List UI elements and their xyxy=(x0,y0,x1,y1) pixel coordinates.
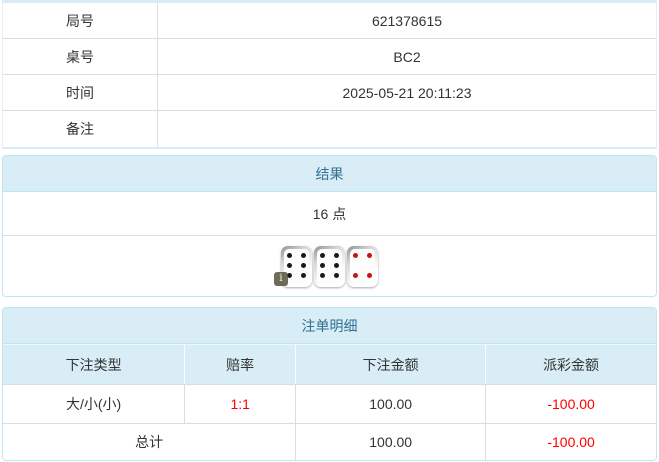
table-id-label: 桌号 xyxy=(3,39,158,74)
bet-table-header-row: 下注类型 赔率 下注金额 派彩金额 xyxy=(3,344,656,385)
info-icon[interactable]: i xyxy=(274,271,288,286)
result-panel-heading: 结果 xyxy=(3,156,656,192)
odds-value: 1:1 xyxy=(185,385,297,423)
info-row-table: 桌号 BC2 xyxy=(3,39,656,75)
bet-table-row: 大/小(小) 1:1 100.00 -100.00 xyxy=(3,385,656,424)
remark-value xyxy=(158,111,656,147)
col-header-bet-amount: 下注金额 xyxy=(296,345,487,384)
col-header-odds: 赔率 xyxy=(185,345,297,384)
bet-type-value: 大/小(小) xyxy=(3,385,186,423)
dice-wrap: i xyxy=(274,245,378,287)
bet-table-total-row: 总计 100.00 -100.00 xyxy=(3,424,656,460)
total-label: 总计 xyxy=(3,424,297,460)
payout-amount-value: -100.00 xyxy=(547,396,595,412)
col-header-payout-amount: 派彩金额 xyxy=(543,356,600,373)
table-id-value: BC2 xyxy=(393,48,421,65)
col-header-bet-type: 下注类型 xyxy=(3,345,186,384)
time-label: 时间 xyxy=(3,75,158,110)
info-row-time: 时间 2025-05-21 20:11:23 xyxy=(3,75,656,111)
result-panel: 结果 16 点 i xyxy=(2,155,657,297)
time-value: 2025-05-21 20:11:23 xyxy=(342,84,472,101)
result-points: 16 点 xyxy=(3,192,656,236)
dice-row: i xyxy=(3,236,656,296)
die-4-red xyxy=(347,245,378,287)
bet-details-panel: 注单明细 下注类型 赔率 下注金额 派彩金额 大/小(小) 1:1 100.00… xyxy=(2,307,657,461)
info-row-remark: 备注 xyxy=(3,111,656,147)
bet-amount-value: 100.00 xyxy=(296,385,487,423)
total-payout-amount: -100.00 xyxy=(547,434,595,450)
info-row-round: 局号 621378615 xyxy=(3,3,656,39)
die-6-black xyxy=(314,245,345,287)
total-bet-amount: 100.00 xyxy=(296,424,487,460)
remark-label: 备注 xyxy=(3,111,158,147)
bet-details-heading: 注单明细 xyxy=(3,308,656,344)
game-info-table: 局号 621378615 桌号 BC2 时间 2025-05-21 20:11:… xyxy=(2,0,657,149)
round-id-value: 621378615 xyxy=(371,12,443,29)
round-id-label: 局号 xyxy=(3,3,158,38)
